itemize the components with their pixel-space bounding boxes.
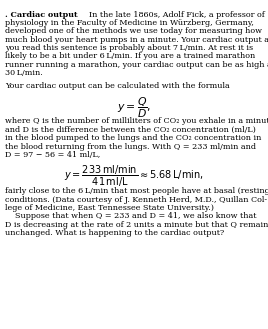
Text: $\mathit{y} = \dfrac{233 \,\mathrm{ml/min}}{41 \,\mathrm{ml/L}} \approx 5.68 \,\: $\mathit{y} = \dfrac{233 \,\mathrm{ml/mi…	[64, 164, 204, 189]
Text: $\mathit{y} = \dfrac{\mathit{Q}}{\mathit{D}},$: $\mathit{y} = \dfrac{\mathit{Q}}{\mathit…	[117, 95, 151, 120]
Text: in the blood pumped to the lungs and the CO₂ concentration in: in the blood pumped to the lungs and the…	[5, 134, 261, 142]
Text: D is decreasing at the rate of 2 units a minute but that Q remains: D is decreasing at the rate of 2 units a…	[5, 221, 268, 229]
Text: . Cardiac output: . Cardiac output	[5, 11, 77, 18]
Text: where Q is the number of milliliters of CO₂ you exhale in a minute: where Q is the number of milliliters of …	[5, 117, 268, 125]
Text: 30 L/min.: 30 L/min.	[5, 69, 43, 77]
Text: In the late 1860s, Adolf Fick, a professor of: In the late 1860s, Adolf Fick, a profess…	[89, 11, 265, 18]
Text: conditions. (Data courtesy of J. Kenneth Herd, M.D., Quillan Col-: conditions. (Data courtesy of J. Kenneth…	[5, 195, 267, 204]
Text: Your cardiac output can be calculated with the formula: Your cardiac output can be calculated wi…	[5, 82, 230, 90]
Text: physiology in the Faculty of Medicine in Würzberg, Germany,: physiology in the Faculty of Medicine in…	[5, 19, 254, 27]
Text: D = 97 − 56 = 41 ml/L,: D = 97 − 56 = 41 ml/L,	[5, 151, 100, 159]
Text: developed one of the methods we use today for measuring how: developed one of the methods we use toda…	[5, 27, 262, 35]
Text: Suppose that when Q = 233 and D = 41, we also know that: Suppose that when Q = 233 and D = 41, we…	[5, 212, 256, 220]
Text: fairly close to the 6 L/min that most people have at basal (resting): fairly close to the 6 L/min that most pe…	[5, 187, 268, 195]
Text: unchanged. What is happening to the cardiac output?: unchanged. What is happening to the card…	[5, 229, 224, 237]
Text: you read this sentence is probably about 7 L/min. At rest it is: you read this sentence is probably about…	[5, 44, 253, 52]
Text: likely to be a bit under 6 L/min. If you are a trained marathon: likely to be a bit under 6 L/min. If you…	[5, 52, 255, 61]
Text: lege of Medicine, East Tennessee State University.): lege of Medicine, East Tennessee State U…	[5, 204, 214, 212]
Text: runner running a marathon, your cardiac output can be as high as: runner running a marathon, your cardiac …	[5, 61, 268, 69]
Text: the blood returning from the lungs. With Q = 233 ml/min and: the blood returning from the lungs. With…	[5, 143, 256, 151]
Text: much blood your heart pumps in a minute. Your cardiac output as: much blood your heart pumps in a minute.…	[5, 36, 268, 44]
Text: and D is the difference between the CO₂ concentration (ml/L): and D is the difference between the CO₂ …	[5, 126, 256, 134]
